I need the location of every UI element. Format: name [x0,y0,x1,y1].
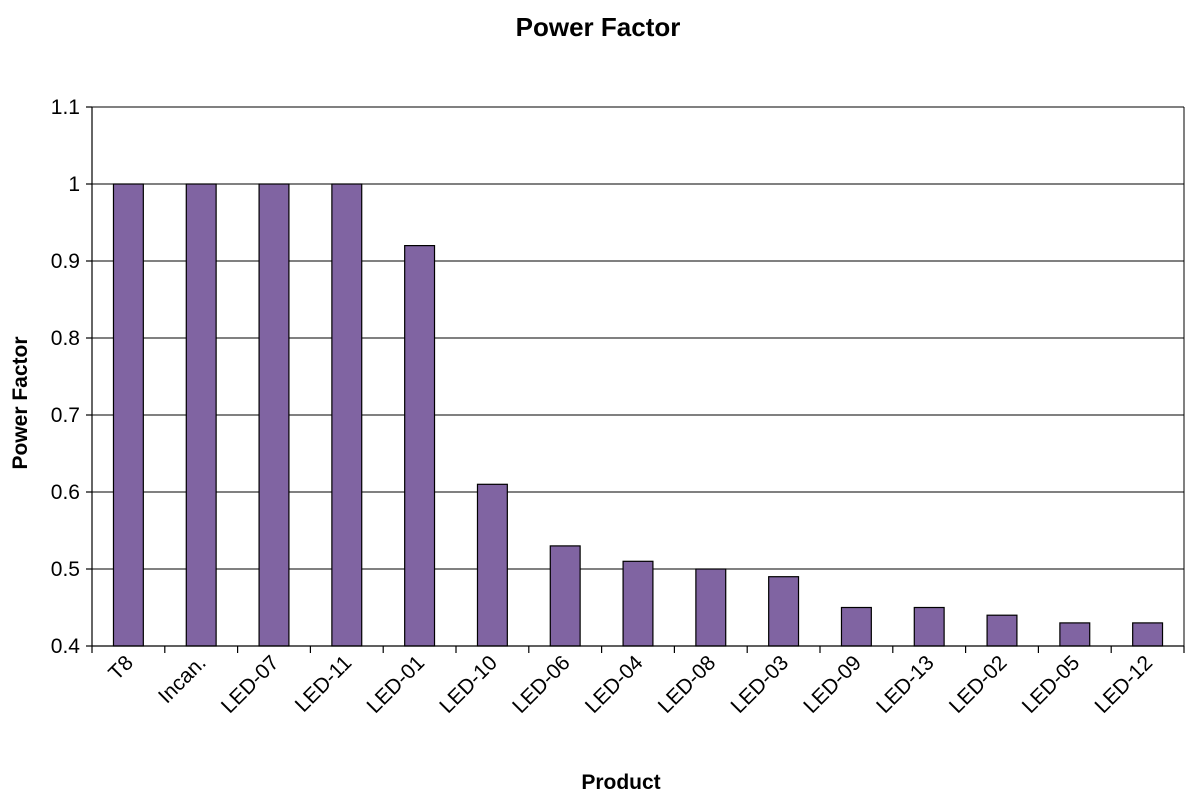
x-tick-labels: T8 Incan. LED-07 LED-11 LED-01 LED-10 LED-06 LE… [104,651,1157,718]
x-tick-label: LED-01 [363,651,430,718]
x-tick-label: LED-13 [872,651,939,718]
chart-title: Power Factor [516,12,681,42]
bar-led-13 [913,606,945,647]
bar-led-07 [258,183,290,647]
x-axis-title: Product [581,771,660,794]
bar-incan [185,183,217,647]
bar-led-10 [476,483,508,647]
y-tick-label: 0.6 [51,481,80,504]
x-tick-label: LED-08 [654,651,721,718]
x-tick-label: LED-12 [1091,651,1158,718]
bar-t8 [112,183,144,647]
x-tick-label: LED-07 [217,651,284,718]
x-tick-label: LED-04 [581,651,648,718]
x-tick-label: LED-05 [1018,651,1085,718]
y-tick-label: 1.1 [51,96,80,119]
x-tick-label: LED-03 [727,651,794,718]
y-tick-label: 0.4 [51,635,81,658]
bar-led-02 [986,614,1018,647]
x-tick-label: LED-06 [508,651,575,718]
bar-led-04 [622,560,654,647]
bar-led-12 [1132,622,1164,647]
bar-led-11 [331,183,363,647]
x-tick-label: Incan. [154,651,211,708]
y-tick-label: 0.9 [51,250,80,273]
x-tick-label: LED-09 [799,651,866,718]
bar-led-05 [1059,622,1091,647]
bar-led-09 [840,606,872,647]
y-tick-label: 0.5 [51,558,80,581]
y-tick-label: 0.7 [51,404,80,427]
y-tick-label: 1 [68,173,80,196]
bar-led-08 [695,568,727,647]
bar-led-06 [549,545,581,647]
bar-led-03 [768,576,800,647]
x-tick-label: LED-02 [945,651,1012,718]
bars [112,183,1164,647]
y-tick-label: 0.8 [51,327,80,350]
axes [86,106,1185,653]
y-tick-labels: 0.4 0.5 0.6 0.7 0.8 0.9 1 1.1 [51,96,81,658]
x-tick-label: LED-11 [291,651,357,717]
x-tick-label: T8 [104,651,138,685]
x-tick-label: LED-10 [435,651,502,718]
y-axis-title: Power Factor [9,336,32,469]
bar-led-01 [404,245,436,647]
